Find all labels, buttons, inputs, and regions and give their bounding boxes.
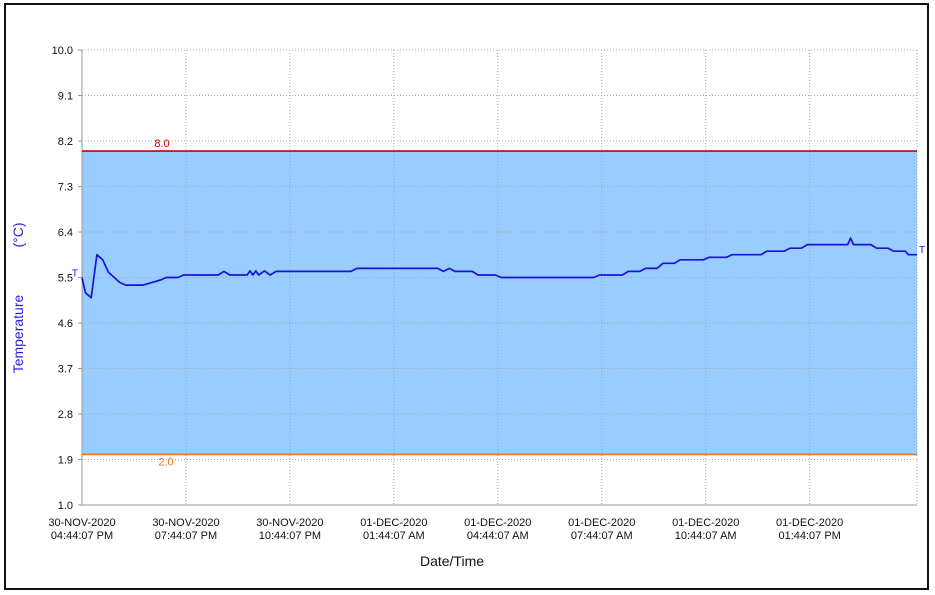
y-tick-label: 2.8	[58, 409, 73, 421]
x-tick-time: 01:44:07 AM	[363, 530, 425, 542]
temperature-series-line	[81, 237, 917, 299]
end-marker: T	[919, 245, 925, 256]
x-tick-date: 01-DEC-2020	[776, 517, 843, 529]
x-axis-title: Date/Time	[420, 553, 484, 569]
x-tick-time: 07:44:07 PM	[155, 530, 217, 542]
y-tick-label: 10.0	[52, 45, 73, 57]
limit-lines: 8.0 2.0	[82, 138, 917, 468]
y-tick-label: 5.5	[58, 273, 73, 285]
y-axis-ticks: 1.0 1.9 2.8 3.7 4.6 5.5 6.4 7.3 8.2 9.1 10.0	[52, 45, 82, 512]
y-tick-label: 3.7	[58, 364, 73, 376]
y-tick-label: 8.2	[58, 136, 73, 148]
x-tick-time: 04:44:07 PM	[51, 530, 113, 542]
x-tick-date: 01-DEC-2020	[568, 517, 635, 529]
acceptable-range-band	[82, 151, 917, 455]
x-tick-time: 10:44:07 PM	[259, 530, 321, 542]
grid	[81, 49, 918, 506]
x-tick-date: 01-DEC-2020	[360, 517, 427, 529]
x-tick-date: 01-DEC-2020	[464, 517, 531, 529]
y-axis-unit: (°C)	[10, 222, 26, 247]
y-tick-label: 6.4	[58, 227, 73, 239]
y-tick-label: 9.1	[58, 91, 73, 103]
range-band-fill	[82, 151, 917, 455]
x-tick-date: 30-NOV-2020	[256, 517, 323, 529]
x-tick-time: 01:44:07 PM	[778, 530, 840, 542]
y-tick-label: 4.6	[58, 318, 73, 330]
x-tick-date: 01-DEC-2020	[672, 517, 739, 529]
chart-frame: 8.0 2.0 1.0 1.9 2.8 3.7 4.6 5.5 6.4 7.3 8.2 9.1 10.…	[4, 3, 929, 590]
limit-label: 2.0	[158, 456, 173, 468]
y-tick-label: 1.9	[58, 455, 73, 467]
x-tick-time: 10:44:07 AM	[675, 530, 737, 542]
y-tick-label: 1.0	[58, 500, 73, 512]
temperature-chart: 8.0 2.0 1.0 1.9 2.8 3.7 4.6 5.5 6.4 7.3 8.2 9.1 10.…	[10, 45, 925, 569]
y-tick-label: 7.3	[58, 182, 73, 194]
x-tick-date: 30-NOV-2020	[152, 517, 219, 529]
start-marker: T	[72, 269, 78, 280]
x-tick-date: 30-NOV-2020	[48, 517, 115, 529]
y-axis-title: Temperature	[10, 294, 26, 373]
x-tick-time: 04:44:07 AM	[467, 530, 529, 542]
limit-label: 8.0	[154, 138, 169, 150]
series-layer: TT	[72, 237, 925, 299]
x-tick-time: 07:44:07 AM	[571, 530, 633, 542]
